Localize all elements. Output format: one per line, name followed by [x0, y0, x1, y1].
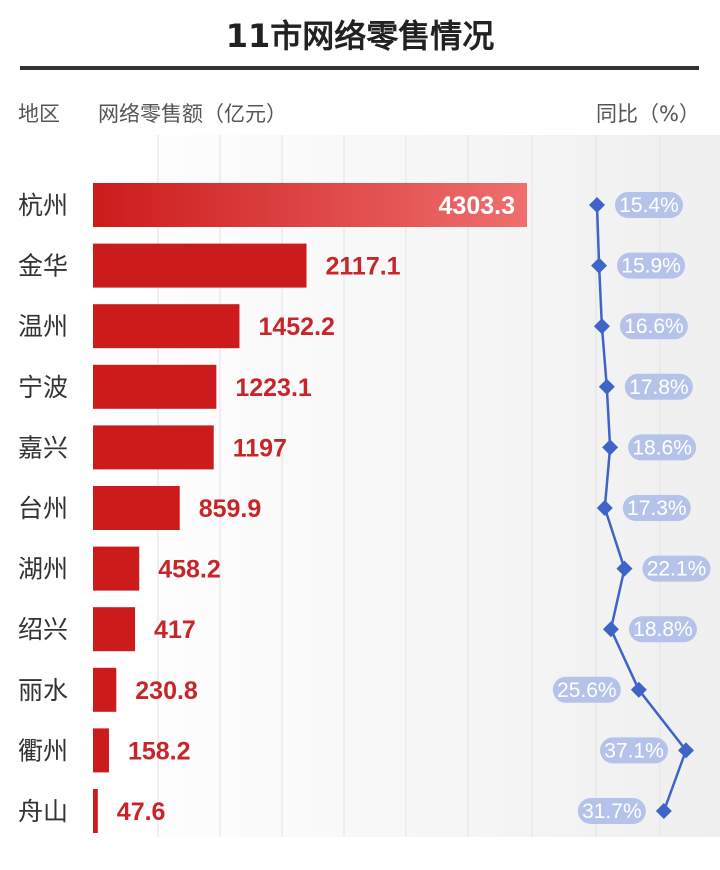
bar — [93, 667, 117, 712]
region-label: 杭州 — [18, 191, 68, 220]
yoy-label: 18.8% — [633, 618, 693, 641]
yoy-badge — [642, 555, 711, 582]
bar — [93, 364, 217, 409]
yoy-badge — [617, 252, 686, 279]
yoy-markers — [589, 197, 694, 819]
yoy-badge — [600, 737, 668, 764]
header-value: 网络零售额（亿元） — [98, 102, 287, 126]
value-label: 1223.1 — [235, 374, 312, 402]
bar — [93, 486, 180, 530]
yoy-badge — [577, 798, 646, 824]
yoy-badge — [619, 313, 688, 340]
bar — [93, 425, 214, 470]
value-label: 1452.2 — [258, 313, 334, 341]
header-region: 地区 — [18, 102, 60, 126]
yoy-marker — [596, 500, 613, 516]
value-label: 859.9 — [199, 495, 262, 523]
bar — [93, 304, 240, 349]
header-yoy: 同比（%） — [596, 102, 700, 126]
bar — [93, 789, 98, 833]
yoy-label: 16.6% — [624, 315, 684, 338]
yoy-badge — [552, 676, 621, 703]
bar — [93, 728, 109, 773]
yoy-badge — [622, 495, 691, 521]
yoy-badge — [615, 192, 683, 218]
region-label: 湖州 — [18, 555, 68, 584]
value-label: 4303.3 — [439, 192, 515, 220]
region-label: 宁波 — [18, 373, 68, 402]
region-label: 丽水 — [18, 676, 68, 705]
region-label: 金华 — [18, 252, 68, 281]
rows: 杭州 4303.3 金华 2117.1 温州 1452.2 宁波 1223.1 嘉兴 1197 台州… — [18, 183, 527, 833]
bar — [93, 546, 140, 591]
yoy-label: 17.3% — [627, 497, 687, 520]
region-label: 衢州 — [18, 736, 68, 765]
yoy-badge — [624, 373, 693, 400]
title-rule — [20, 66, 699, 70]
yoy-marker — [598, 378, 615, 395]
yoy-marker — [602, 621, 619, 638]
yoy-marker — [630, 681, 647, 698]
value-label: 2117.1 — [326, 253, 401, 281]
yoy-badges: 15.4% 15.9% 16.6% 17.8% 18.6% 17.3% 22.1% 18.8%… — [552, 192, 711, 824]
value-label: 47.6 — [117, 798, 166, 826]
yoy-label: 31.7% — [582, 800, 642, 823]
yoy-label: 25.6% — [557, 679, 617, 702]
yoy-marker — [655, 803, 672, 819]
value-label: 458.2 — [158, 556, 221, 584]
yoy-marker — [678, 742, 694, 759]
yoy-marker — [616, 560, 633, 577]
yoy-marker — [602, 439, 619, 456]
bar — [93, 243, 307, 288]
region-label: 温州 — [18, 312, 68, 341]
region-label: 台州 — [18, 494, 68, 523]
bar — [93, 607, 136, 652]
chart-title: 11市网络零售情况 — [226, 17, 495, 55]
yoy-label: 15.4% — [619, 194, 679, 217]
region-label: 绍兴 — [18, 615, 68, 644]
yoy-label: 18.6% — [632, 436, 692, 459]
yoy-label: 17.8% — [629, 376, 689, 399]
region-label: 舟山 — [18, 797, 68, 826]
yoy-label: 15.9% — [621, 255, 681, 278]
yoy-marker — [593, 318, 610, 335]
value-label: 1197 — [233, 434, 287, 462]
yoy-marker — [591, 257, 608, 274]
yoy-badge — [628, 434, 697, 461]
region-label: 嘉兴 — [18, 433, 68, 462]
value-label: 230.8 — [135, 677, 198, 705]
yoy-label: 37.1% — [604, 739, 664, 762]
value-label: 158.2 — [128, 737, 191, 765]
yoy-label: 22.1% — [647, 558, 707, 581]
yoy-badge — [628, 616, 697, 643]
bar — [93, 183, 527, 227]
value-label: 417 — [154, 616, 196, 644]
yoy-marker — [589, 197, 605, 213]
